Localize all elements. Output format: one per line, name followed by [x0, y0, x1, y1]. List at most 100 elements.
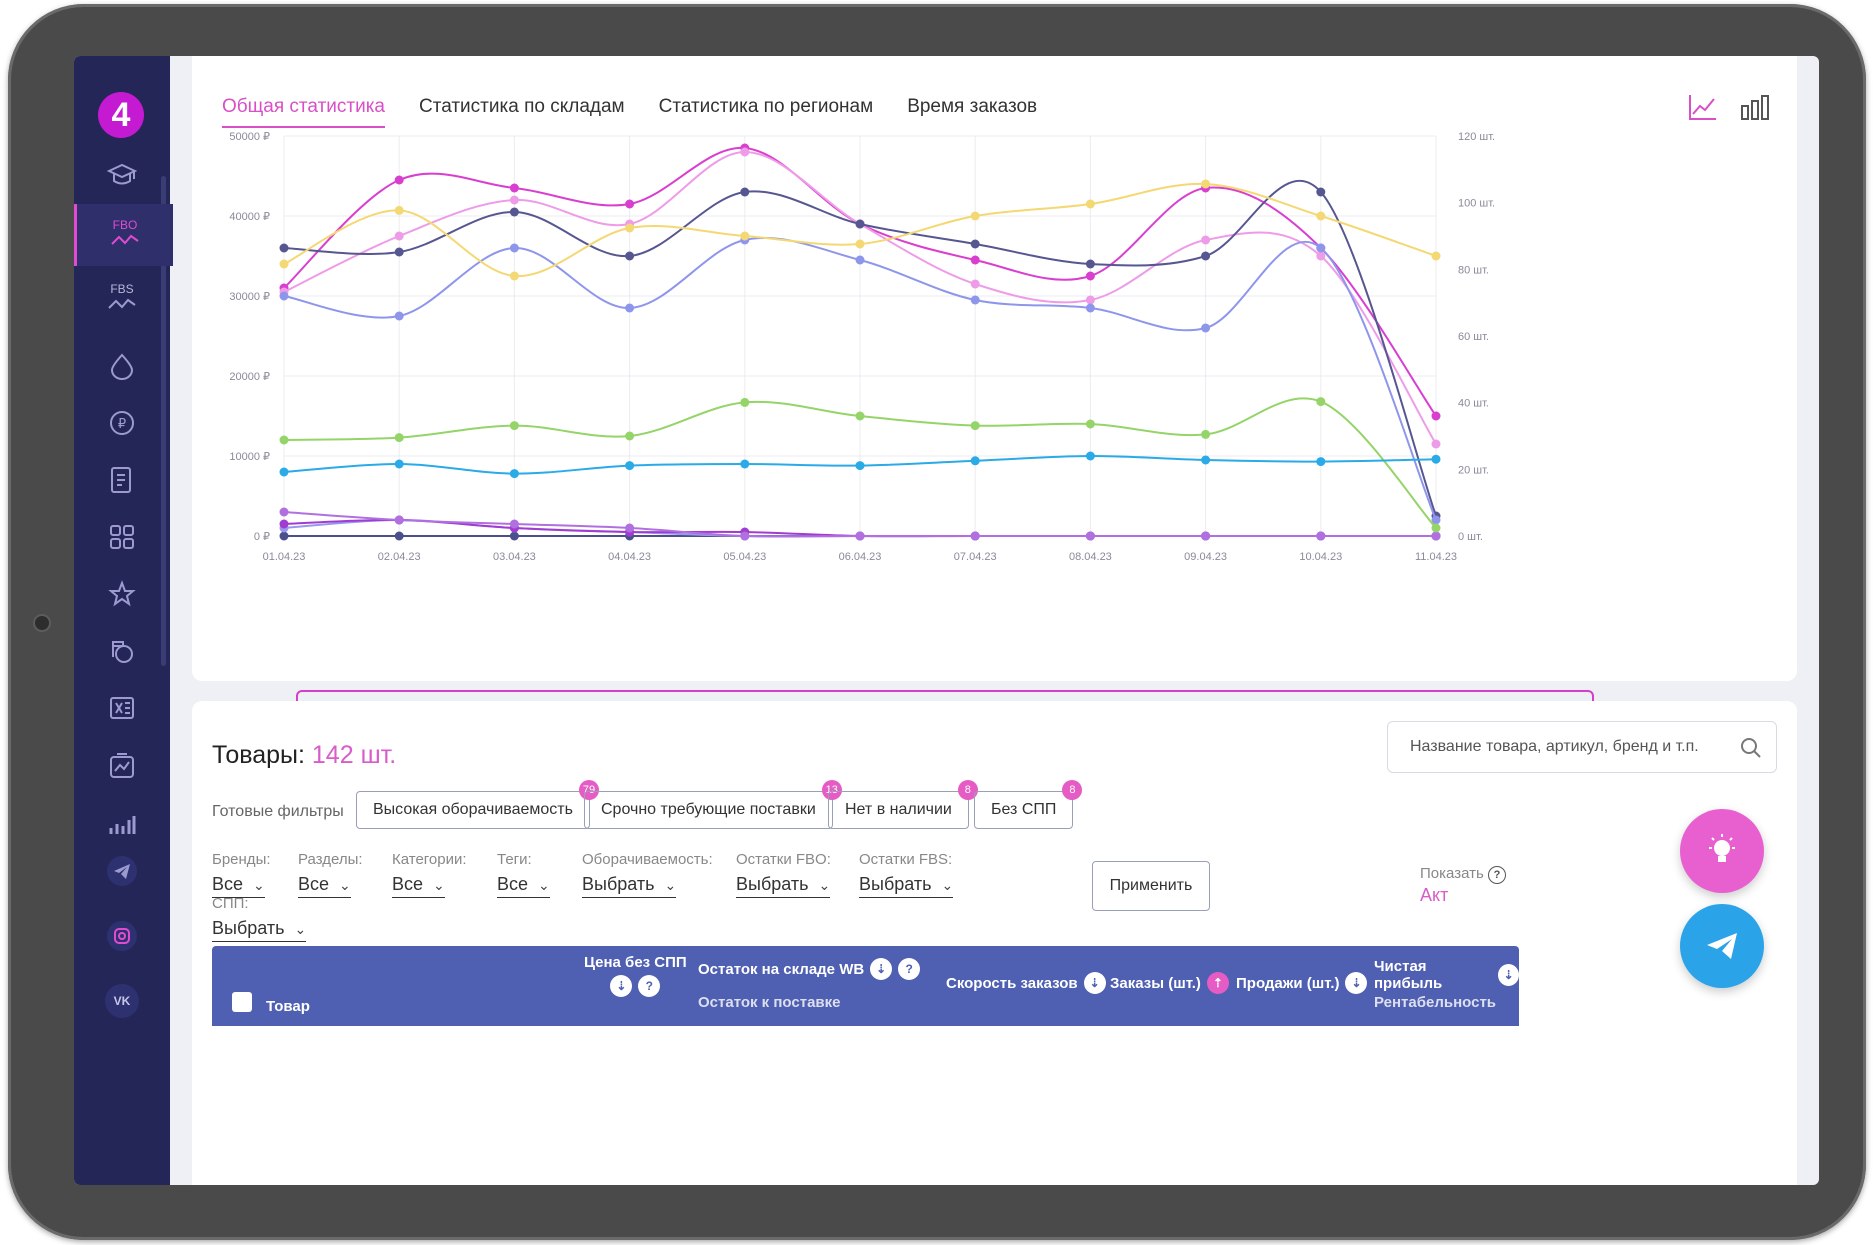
data-point: [509, 243, 519, 253]
x-tick-label: 04.04.23: [608, 551, 651, 563]
th-profit[interactable]: Чистая прибыль ⇣: [1374, 958, 1519, 992]
th-product[interactable]: Товар: [266, 998, 310, 1015]
apply-button[interactable]: Применить: [1092, 861, 1210, 911]
sidebar-item-money[interactable]: [74, 621, 170, 681]
th-sales[interactable]: Продажи (шт.) ⇣: [1236, 972, 1368, 994]
search-icon[interactable]: [1740, 737, 1762, 759]
data-point: [394, 531, 404, 541]
tab-order-time[interactable]: Время заказов: [907, 96, 1038, 117]
filter-value[interactable]: Выбрать ⌄: [212, 918, 307, 942]
y-tick-label-left: 0 ₽: [254, 531, 270, 543]
sidebar-vk[interactable]: VK: [74, 971, 170, 1031]
sidebar-item-drop[interactable]: [74, 336, 170, 396]
x-tick-label: 08.04.23: [1069, 551, 1112, 563]
bar-chart-icon[interactable]: [1739, 92, 1771, 122]
telegram-chat-button[interactable]: [1680, 904, 1764, 988]
chip-badge: 13: [821, 780, 842, 800]
data-point: [1085, 419, 1095, 429]
sidebar-telegram[interactable]: [74, 841, 170, 901]
th-order-speed[interactable]: Скорость заказов ⇣: [946, 972, 1106, 994]
report-icon: [110, 753, 134, 778]
sidebar-item-academy[interactable]: [74, 146, 170, 206]
sort-icon[interactable]: ⇣: [870, 958, 893, 980]
vk-icon: VK: [105, 984, 139, 1018]
data-point: [509, 531, 519, 541]
data-point: [1201, 531, 1211, 541]
chip-out-of-stock[interactable]: Нет в наличии 8: [828, 780, 978, 829]
data-point: [625, 431, 635, 441]
tab-regions[interactable]: Статистика по регионам: [658, 96, 874, 117]
tablet-frame: 4 FBO FBS ₽: [8, 4, 1866, 1240]
tab-warehouses[interactable]: Статистика по складам: [419, 96, 625, 117]
x-tick-label: 11.04.23: [1415, 551, 1457, 563]
chip-high-turnover[interactable]: Высокая оборачиваемость 79: [356, 780, 599, 829]
filter-label: Теги:: [497, 851, 532, 868]
y-tick-label-right: 80 шт.: [1458, 264, 1489, 276]
tab-general[interactable]: Общая статистика: [222, 96, 385, 128]
th-profitability[interactable]: Рентабельность: [1374, 994, 1496, 1011]
ruble-icon: ₽: [110, 411, 134, 435]
data-point: [1431, 251, 1441, 261]
line-chart-icon[interactable]: [1687, 92, 1719, 122]
filter-value[interactable]: Все ⌄: [212, 874, 265, 898]
chip-no-spp[interactable]: Без СПП 8: [974, 780, 1083, 829]
sidebar-item-document[interactable]: [74, 450, 170, 510]
chip-label: Нет в наличии: [845, 801, 952, 818]
filter-value[interactable]: Выбрать ⌄: [736, 874, 831, 898]
lightbulb-icon: [1709, 834, 1735, 862]
sidebar-item-excel[interactable]: [74, 678, 170, 738]
data-point: [625, 523, 635, 533]
x-tick-label: 03.04.23: [493, 551, 536, 563]
sidebar-item-star[interactable]: [74, 564, 170, 624]
series-line: [283, 179, 1437, 517]
sidebar-item-fbs-label: FBS: [110, 281, 134, 296]
data-point: [509, 421, 519, 431]
th-price[interactable]: Цена без СПП ⇣?: [584, 954, 687, 997]
help-icon[interactable]: ?: [1487, 866, 1506, 884]
filter-value[interactable]: Все ⌄: [392, 874, 445, 898]
th-stock-supply[interactable]: Остаток к поставке: [698, 994, 841, 1011]
help-icon[interactable]: ?: [638, 975, 661, 997]
th-orders[interactable]: Заказы (шт.) ⇡: [1110, 972, 1229, 994]
logo[interactable]: 4: [98, 92, 144, 138]
fbo-icon: [111, 234, 139, 245]
th-price-label: Цена без СПП: [584, 954, 687, 971]
data-point: [394, 311, 404, 321]
sidebar-item-fbo[interactable]: FBO: [74, 204, 173, 266]
tips-button[interactable]: [1680, 809, 1764, 893]
data-point: [855, 531, 865, 541]
filter-value[interactable]: Все ⌄: [298, 874, 351, 898]
sort-icon[interactable]: ⇣: [610, 975, 633, 997]
telegram-icon: [107, 856, 137, 886]
filter-value[interactable]: Все ⌄: [497, 874, 550, 898]
filter-categories: Категории: Все ⌄: [392, 851, 467, 898]
sidebar-item-grid[interactable]: [74, 507, 170, 567]
sidebar-item-ruble[interactable]: ₽: [74, 393, 170, 453]
sidebar-item-fbs[interactable]: FBS: [74, 268, 170, 330]
data-point: [394, 515, 404, 525]
data-point: [970, 531, 980, 541]
filter-value[interactable]: Выбрать ⌄: [859, 874, 954, 898]
sort-active-icon[interactable]: ⇡: [1206, 972, 1229, 994]
sort-icon[interactable]: ⇣: [1345, 972, 1368, 994]
sort-icon[interactable]: ⇣: [1498, 964, 1519, 986]
data-point: [279, 291, 289, 301]
sidebar-item-analytics[interactable]: [74, 793, 170, 853]
product-search-input[interactable]: Название товара, артикул, бренд и т.п.: [1387, 721, 1777, 773]
data-point: [1316, 187, 1326, 197]
data-point: [1431, 439, 1441, 449]
show-select[interactable]: Акт: [1420, 885, 1448, 906]
filter-value[interactable]: Выбрать ⌄: [582, 874, 677, 898]
drop-icon: [110, 353, 134, 380]
sort-icon[interactable]: ⇣: [1083, 972, 1106, 994]
filter-value-text: Выбрать: [859, 874, 932, 894]
sidebar-item-report[interactable]: [74, 736, 170, 796]
th-stock[interactable]: Остаток на складе WB ⇣?: [698, 958, 921, 980]
chip-urgent-supply[interactable]: Срочно требующие поставки 13: [584, 780, 842, 829]
sidebar-instagram[interactable]: [74, 906, 170, 966]
data-point: [1201, 251, 1211, 261]
help-icon[interactable]: ?: [898, 958, 921, 980]
sidebar-scrollbar[interactable]: [161, 176, 166, 666]
select-all-checkbox[interactable]: [232, 992, 252, 1012]
chip-badge: 8: [957, 780, 978, 800]
